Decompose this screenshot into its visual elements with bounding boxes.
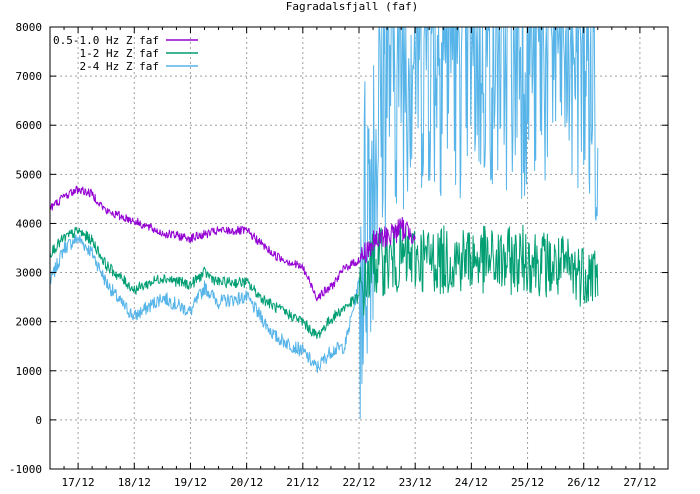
y-tick-label: 7000 — [16, 70, 43, 83]
x-tick-label: 23/12 — [399, 476, 432, 489]
x-tick-label: 17/12 — [62, 476, 95, 489]
x-tick-label: 27/12 — [623, 476, 656, 489]
y-tick-label: 0 — [35, 414, 42, 427]
y-tick-label: 3000 — [16, 267, 43, 280]
x-tick-label: 22/12 — [342, 476, 375, 489]
x-tick-label: 21/12 — [286, 476, 319, 489]
series-line-1 — [49, 185, 416, 302]
x-tick-label: 18/12 — [118, 476, 151, 489]
chart-title: Fagradalsfjall (faf) — [286, 0, 418, 13]
legend-label: 1-2 Hz Z faf — [80, 47, 159, 60]
x-tick-label: 19/12 — [174, 476, 207, 489]
x-tick-label: 26/12 — [567, 476, 600, 489]
y-tick-label: 6000 — [16, 119, 43, 132]
y-tick-label: 5000 — [16, 168, 43, 181]
tick-layer: -1000 0 1000 2000 3000 4000 5000 6000 7000 8000 17… — [9, 21, 669, 489]
y-tick-label: -1000 — [9, 463, 42, 476]
y-tick-label: 4000 — [16, 217, 43, 230]
y-tick-label: 2000 — [16, 316, 43, 329]
y-tick-label: 8000 — [16, 21, 43, 34]
series-line-3 — [49, 26, 599, 419]
y-tick-label: 1000 — [16, 365, 43, 378]
series-line-2 — [49, 224, 599, 340]
x-tick-label: 25/12 — [511, 476, 544, 489]
x-tick-label: 24/12 — [455, 476, 488, 489]
x-tick-label: 20/12 — [230, 476, 263, 489]
data-layer — [49, 26, 599, 419]
legend-label: 0.5-1.0 Hz Z faf — [53, 34, 159, 47]
legend-label: 2-4 Hz Z faf — [80, 60, 159, 73]
